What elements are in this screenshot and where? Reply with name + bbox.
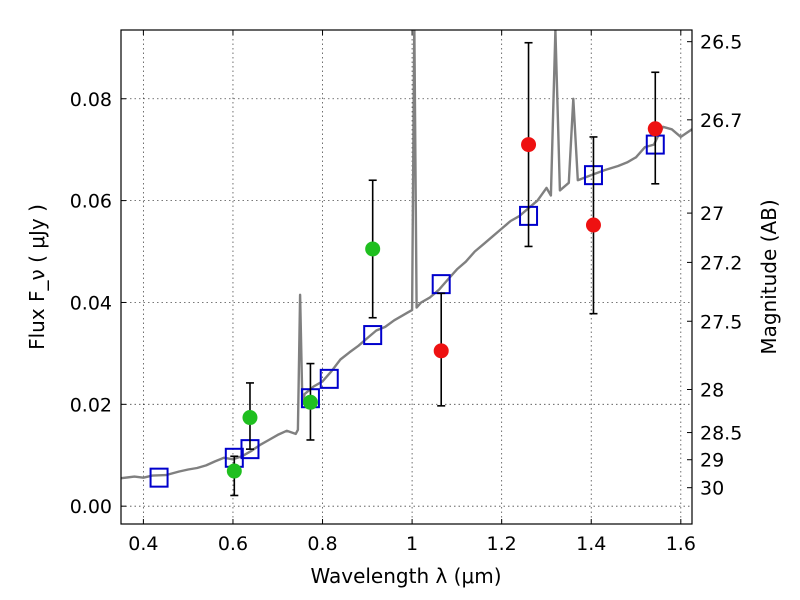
x-tick-label: 0.6 bbox=[218, 533, 248, 555]
grid-lines bbox=[121, 30, 692, 524]
data-layer bbox=[121, 30, 692, 497]
infrared-point bbox=[433, 343, 449, 359]
mag-tick-label: 27 bbox=[700, 203, 724, 225]
mag-tick-label: 30 bbox=[700, 478, 724, 500]
y-tick-label: 0.00 bbox=[70, 496, 112, 518]
mag-tick-label: 26.7 bbox=[700, 110, 742, 132]
y-axis-right-title: Magnitude (AB) bbox=[757, 199, 781, 354]
y-tick-label: 0.06 bbox=[70, 191, 112, 213]
y-tick-label: 0.04 bbox=[70, 292, 112, 314]
y-tick-label: 0.02 bbox=[70, 394, 112, 416]
optical-point bbox=[226, 463, 242, 479]
mag-tick-label: 27.2 bbox=[700, 252, 742, 274]
axis-ticks: 0.4 0.6 0.8 1 1.2 1.4 1.6 0.00 0.02 0.04 0.06 0.08 2… bbox=[70, 30, 742, 555]
mag-tick-label: 28 bbox=[700, 379, 724, 401]
mag-tick-label: 26.5 bbox=[700, 32, 742, 54]
optical-point bbox=[242, 410, 258, 426]
x-axis-title: Wavelength λ (μm) bbox=[310, 564, 501, 588]
infrared-point bbox=[647, 121, 663, 137]
y-tick-label: 0.08 bbox=[70, 89, 112, 111]
x-tick-label: 1.6 bbox=[666, 533, 696, 555]
x-tick-label: 1 bbox=[406, 533, 418, 555]
optical-point bbox=[365, 241, 381, 257]
spectrum-line bbox=[121, 30, 692, 480]
x-tick-label: 1.4 bbox=[576, 533, 606, 555]
x-tick-label: 0.8 bbox=[307, 533, 337, 555]
model-square bbox=[363, 325, 383, 346]
mag-tick-label: 28.5 bbox=[700, 423, 742, 445]
infrared-point bbox=[585, 217, 601, 233]
model-square bbox=[319, 368, 339, 389]
model-square bbox=[149, 467, 169, 488]
mag-tick-label: 27.5 bbox=[700, 311, 742, 333]
infrared-point bbox=[521, 137, 537, 153]
plot-frame bbox=[120, 29, 693, 525]
x-tick-label: 1.2 bbox=[487, 533, 517, 555]
mag-tick-label: 29 bbox=[700, 450, 724, 472]
x-tick-label: 0.4 bbox=[128, 533, 158, 555]
y-axis-title: Flux F_ν ( μJy ) bbox=[25, 204, 49, 350]
optical-point bbox=[302, 394, 318, 410]
